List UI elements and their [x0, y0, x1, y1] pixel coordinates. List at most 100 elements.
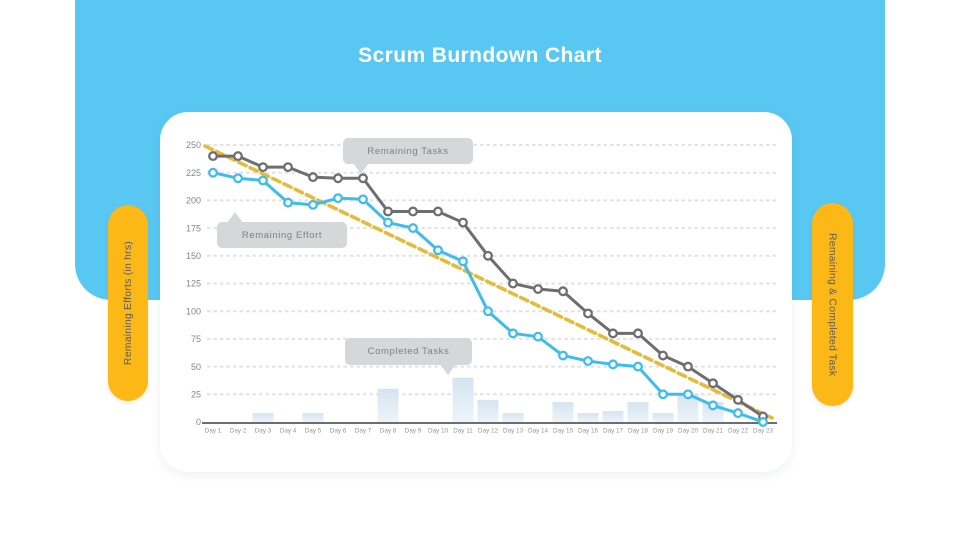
x-axis-tick-label: Day 23 [753, 428, 773, 435]
callout-completed-tasks-label: Completed Tasks [367, 346, 450, 357]
remaining-effort-point [658, 389, 668, 400]
completed-tasks-bar [677, 394, 699, 422]
remaining-effort-point [508, 328, 518, 339]
x-axis-tick-label: Day 8 [380, 428, 397, 435]
remaining-effort-point [708, 400, 718, 411]
remaining-tasks-point [583, 308, 593, 319]
x-axis-tick-label: Day 3 [255, 428, 272, 435]
remaining-effort-point [383, 217, 393, 228]
y-axis-tick-label: 0 [196, 417, 201, 427]
completed-tasks-bar [577, 413, 599, 422]
x-axis-tick-label: Day 14 [528, 428, 548, 435]
x-axis-tick-label: Day 21 [703, 428, 723, 435]
remaining-effort-point [758, 417, 768, 427]
right-axis-label-pill: Remaining & Completed Task [812, 203, 853, 406]
remaining-tasks-point [233, 151, 243, 162]
remaining-tasks-point [683, 361, 693, 372]
x-axis-tick-label: Day 17 [603, 428, 623, 435]
callout-pointer-down-icon [353, 163, 369, 174]
callout-remaining-effort: Remaining Effort [217, 212, 347, 248]
callout-pointer-down-icon [440, 364, 456, 375]
right-axis-label: Remaining & Completed Task [826, 232, 839, 377]
x-axis-tick-label: Day 9 [405, 428, 422, 435]
y-axis-tick-label: 25 [191, 390, 201, 400]
remaining-effort-point [533, 331, 543, 342]
remaining-effort-point [208, 167, 218, 178]
remaining-tasks-point [633, 328, 643, 339]
completed-tasks-bar [552, 402, 574, 422]
remaining-effort-point [358, 194, 368, 205]
remaining-effort-point [558, 350, 568, 361]
remaining-tasks-point [358, 173, 368, 184]
x-axis-tick-label: Day 22 [728, 428, 748, 435]
remaining-tasks-point [483, 250, 493, 261]
remaining-tasks-point [258, 162, 268, 173]
remaining-tasks-point [508, 278, 518, 289]
completed-tasks-bar [502, 413, 524, 422]
remaining-effort-point [408, 223, 418, 234]
remaining-tasks-point [333, 173, 343, 184]
remaining-tasks-point [308, 172, 318, 183]
x-axis-tick-label: Day 11 [453, 428, 473, 435]
y-axis-tick-label: 150 [186, 251, 201, 261]
x-axis-tick-label: Day 5 [305, 428, 322, 435]
x-axis-tick-label: Day 15 [553, 428, 573, 435]
remaining-effort-point [583, 356, 593, 367]
remaining-effort-point [233, 173, 243, 184]
remaining-effort-point [733, 408, 743, 419]
x-axis-tick-label: Day 12 [478, 428, 498, 435]
completed-tasks-bar [652, 413, 674, 422]
y-axis-tick-label: 75 [191, 334, 201, 344]
remaining-effort-point [433, 245, 443, 256]
x-axis-tick-label: Day 1 [205, 428, 222, 435]
completed-tasks-bar [452, 377, 474, 422]
y-axis-tick-label: 50 [191, 362, 201, 372]
y-axis-tick-label: 200 [186, 196, 201, 206]
y-axis-tick-label: 250 [186, 140, 201, 150]
remaining-tasks-point [658, 350, 668, 361]
remaining-tasks-point [558, 286, 568, 297]
remaining-tasks-point [433, 206, 443, 217]
remaining-tasks-point [383, 206, 393, 217]
remaining-effort-point [283, 197, 293, 208]
left-axis-label: Remaining Efforts (in hrs) [122, 240, 134, 366]
x-axis-tick-label: Day 4 [280, 428, 297, 435]
callout-pointer-up-icon [227, 212, 243, 223]
callout-remaining-tasks: Remaining Tasks [343, 138, 473, 174]
remaining-effort-point [333, 193, 343, 204]
x-axis-tick-label: Day 19 [653, 428, 673, 435]
x-axis-tick-label: Day 7 [355, 428, 372, 435]
y-axis-tick-label: 100 [186, 306, 201, 316]
callout-remaining-tasks-label: Remaining Tasks [367, 145, 449, 157]
remaining-tasks-point [408, 206, 418, 217]
callout-remaining-effort-label: Remaining Effort [241, 229, 323, 241]
remaining-effort-point [458, 256, 468, 267]
remaining-effort-point [308, 199, 318, 210]
remaining-effort-point [483, 306, 493, 317]
remaining-tasks-point [533, 284, 543, 294]
remaining-tasks-line [211, 154, 765, 418]
remaining-effort-point [683, 389, 693, 400]
completed-tasks-bar [252, 413, 274, 422]
x-axis-tick-label: Day 16 [578, 428, 598, 435]
x-axis-tick-label: Day 10 [428, 428, 448, 435]
x-axis-tick-label: Day 18 [628, 428, 648, 435]
remaining-tasks-point [608, 328, 618, 339]
completed-tasks-bar [302, 413, 324, 422]
completed-tasks-bar [602, 410, 624, 422]
remaining-tasks-point [708, 378, 718, 389]
remaining-tasks-point [208, 151, 218, 162]
remaining-effort-point [633, 361, 643, 372]
completed-tasks-bar [627, 402, 649, 422]
x-axis-tick-label: Day 2 [230, 428, 247, 435]
completed-tasks-bar [477, 399, 499, 422]
slide-title: Scrum Burndown Chart [358, 44, 602, 67]
y-axis-tick-label: 175 [186, 223, 201, 233]
remaining-effort-line [211, 171, 765, 424]
callout-completed-tasks: Completed Tasks [345, 338, 472, 375]
left-axis-label-pill: Remaining Efforts (in hrs) [108, 205, 148, 401]
y-axis-tick-label: 225 [186, 168, 201, 178]
remaining-tasks-point [283, 162, 293, 173]
remaining-tasks-point [458, 217, 468, 228]
y-axis-tick-label: 125 [186, 279, 201, 289]
